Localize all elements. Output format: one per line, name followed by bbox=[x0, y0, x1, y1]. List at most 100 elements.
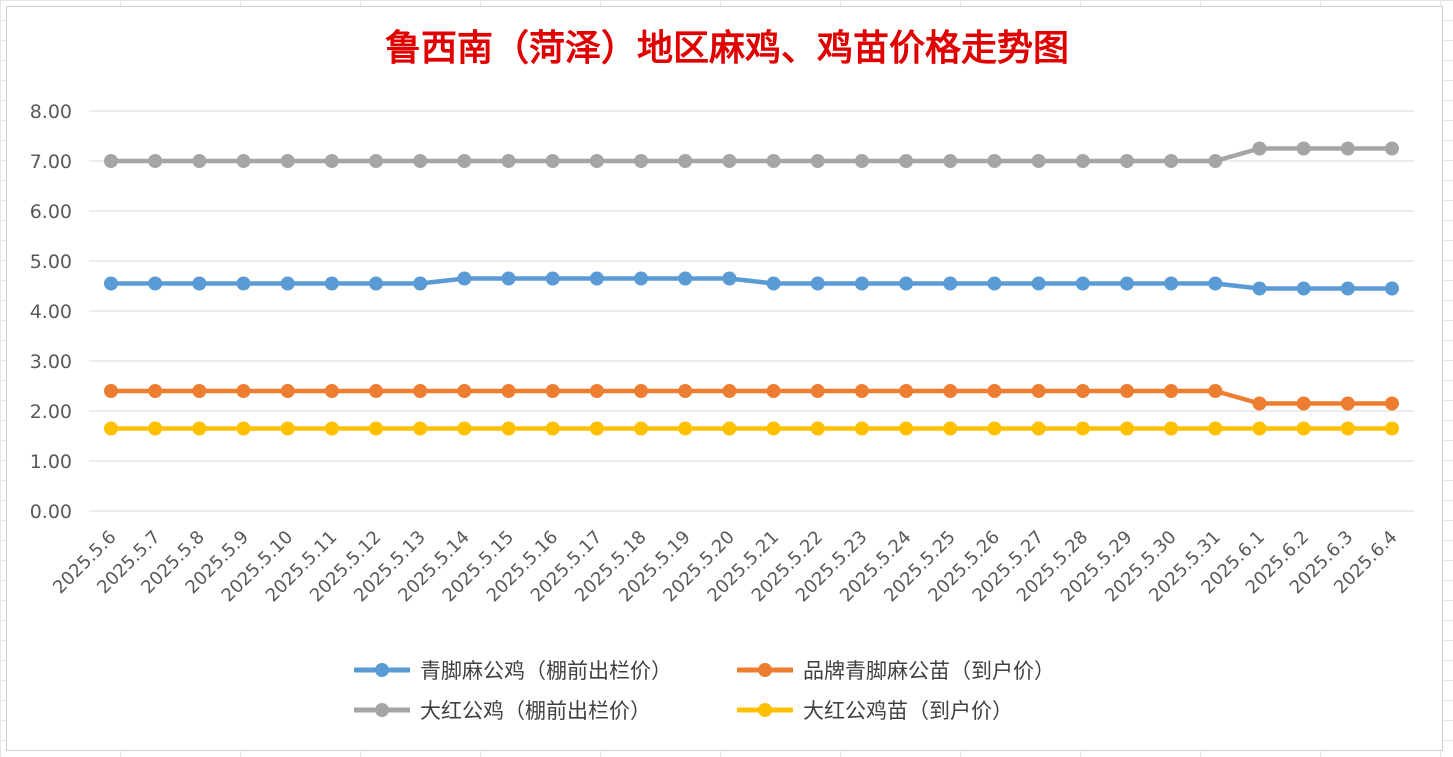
data-point bbox=[280, 421, 295, 436]
data-point bbox=[810, 421, 825, 436]
data-point bbox=[1031, 276, 1046, 291]
data-point bbox=[766, 384, 781, 398]
legend-item: 大红公鸡苗（到户价） bbox=[737, 699, 1013, 723]
data-point bbox=[192, 421, 207, 436]
data-point bbox=[545, 421, 560, 436]
data-point bbox=[987, 276, 1002, 291]
data-point bbox=[1031, 384, 1046, 398]
legend-item: 青脚麻公鸡（棚前出栏价） bbox=[354, 659, 672, 683]
data-point bbox=[1340, 396, 1355, 411]
data-point bbox=[1296, 421, 1311, 436]
data-point bbox=[192, 384, 207, 398]
y-tick-label: 1.00 bbox=[30, 451, 72, 473]
data-point bbox=[634, 421, 649, 436]
data-point bbox=[987, 384, 1002, 398]
data-point bbox=[104, 384, 118, 398]
data-point bbox=[369, 276, 384, 291]
data-point bbox=[1119, 421, 1134, 436]
chart-area[interactable] bbox=[6, 6, 1443, 751]
y-tick-label: 0.00 bbox=[30, 501, 72, 523]
data-point bbox=[1119, 276, 1134, 291]
data-point bbox=[1296, 396, 1311, 411]
data-point bbox=[324, 421, 339, 436]
series-line bbox=[111, 146, 1392, 164]
series-line bbox=[111, 388, 1392, 406]
data-point bbox=[943, 154, 958, 168]
data-point bbox=[1075, 421, 1090, 436]
data-point bbox=[678, 384, 693, 398]
legend-marker bbox=[758, 703, 772, 717]
data-point bbox=[457, 421, 472, 436]
chart-title: 鲁西南（菏泽）地区麻鸡、鸡苗价格走势图 bbox=[385, 27, 1069, 69]
data-point bbox=[369, 421, 384, 436]
data-point bbox=[678, 421, 693, 436]
data-point bbox=[501, 421, 516, 436]
data-point bbox=[766, 276, 781, 291]
legend-label: 青脚麻公鸡（棚前出栏价） bbox=[420, 659, 672, 683]
data-point bbox=[1252, 396, 1267, 411]
data-point bbox=[501, 154, 516, 168]
data-point bbox=[545, 271, 560, 286]
data-point bbox=[899, 384, 914, 398]
data-point bbox=[236, 421, 251, 436]
data-point bbox=[810, 276, 825, 291]
data-point bbox=[148, 384, 163, 398]
data-point bbox=[1075, 384, 1090, 398]
data-point bbox=[1252, 141, 1267, 156]
y-axis: 0.00 1.00 2.00 3.00 4.00 5.00 6.00 7.00 8.00 bbox=[30, 101, 72, 523]
gridlines bbox=[89, 110, 1414, 512]
data-point bbox=[192, 276, 207, 291]
data-point bbox=[899, 421, 914, 436]
data-point bbox=[1031, 154, 1046, 168]
legend-item: 大红公鸡（棚前出栏价） bbox=[354, 699, 651, 723]
data-point bbox=[280, 384, 295, 398]
data-point bbox=[413, 384, 428, 398]
data-point bbox=[854, 421, 869, 436]
data-point bbox=[1164, 421, 1179, 436]
data-point bbox=[1208, 421, 1223, 436]
legend-marker bbox=[375, 703, 389, 717]
series-2 bbox=[104, 141, 1399, 168]
legend-marker bbox=[375, 663, 389, 677]
data-point bbox=[1031, 421, 1046, 436]
data-point bbox=[854, 276, 869, 291]
y-tick-label: 3.00 bbox=[30, 351, 72, 373]
series-3 bbox=[104, 421, 1399, 436]
data-point bbox=[810, 154, 825, 168]
data-point bbox=[324, 384, 339, 398]
data-point bbox=[1252, 281, 1267, 296]
data-point bbox=[1340, 281, 1355, 296]
data-point bbox=[987, 154, 1002, 168]
data-point bbox=[1208, 276, 1223, 291]
series-1 bbox=[104, 384, 1399, 411]
data-point bbox=[1296, 281, 1311, 296]
data-point bbox=[369, 154, 384, 168]
data-point bbox=[899, 276, 914, 291]
data-point bbox=[413, 154, 428, 168]
y-tick-label: 6.00 bbox=[30, 201, 72, 223]
data-point bbox=[501, 384, 516, 398]
data-point bbox=[280, 276, 295, 291]
data-point bbox=[1385, 281, 1399, 296]
data-point bbox=[1164, 276, 1179, 291]
data-point bbox=[148, 421, 163, 436]
y-tick-label: 4.00 bbox=[30, 301, 72, 323]
legend-marker bbox=[758, 663, 772, 677]
data-point bbox=[1119, 154, 1134, 168]
series-0 bbox=[104, 271, 1399, 296]
data-point bbox=[545, 154, 560, 168]
data-point bbox=[634, 154, 649, 168]
data-point bbox=[192, 154, 207, 168]
data-point bbox=[589, 421, 604, 436]
data-point bbox=[413, 421, 428, 436]
data-point bbox=[1340, 141, 1355, 156]
data-point bbox=[810, 384, 825, 398]
data-point bbox=[589, 384, 604, 398]
data-point bbox=[1385, 396, 1399, 411]
data-point bbox=[1119, 384, 1134, 398]
data-point bbox=[899, 154, 914, 168]
x-axis: 2025.5.62025.5.72025.5.82025.5.92025.5.1… bbox=[49, 527, 1402, 607]
data-point bbox=[324, 276, 339, 291]
data-point bbox=[766, 421, 781, 436]
data-point bbox=[457, 271, 472, 286]
